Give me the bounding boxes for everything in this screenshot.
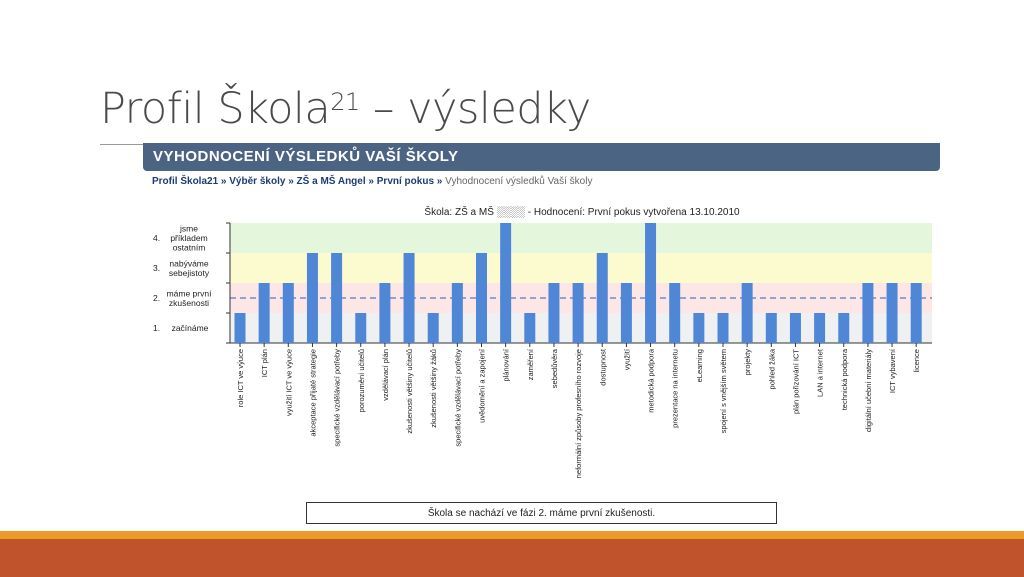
bar <box>886 283 898 343</box>
level-band-3 <box>230 253 932 283</box>
slide-title-rest: – výsledky <box>359 84 592 134</box>
breadcrumb-separator: » <box>285 176 297 187</box>
x-category-label: spojení s vnějším světem <box>719 349 728 433</box>
slide-title-main: Profil Škola <box>100 84 331 134</box>
bar <box>862 283 874 343</box>
x-category-label: pohled žáka <box>767 348 776 389</box>
bar <box>789 313 801 343</box>
bar <box>451 283 463 343</box>
title-rule <box>100 144 147 145</box>
phase-summary-box: Škola se nachází ve fázi 2. máme první z… <box>306 502 777 524</box>
bar <box>258 283 270 343</box>
evaluation-header-banner: VYHODNOCENÍ VÝSLEDKŮ VAŠÍ ŠKOLY <box>143 143 940 171</box>
x-category-label: sebedůvěra <box>550 348 559 388</box>
bar <box>620 283 632 343</box>
bar <box>331 253 343 343</box>
bar <box>645 223 657 343</box>
x-category-label: projekty <box>743 349 752 376</box>
bar <box>596 253 608 343</box>
y-level-label: začínáme <box>172 323 209 333</box>
bar <box>669 283 681 343</box>
chart-title: Škola: ZŠ a MŠ ░░░░ - Hodnocení: První p… <box>424 205 740 218</box>
breadcrumb-link[interactable]: ZŠ a MŠ Angel <box>296 176 366 187</box>
x-category-label: LAN a internet <box>816 348 825 397</box>
bar <box>282 283 294 343</box>
bar <box>741 283 753 343</box>
x-category-label: ICT plán <box>260 349 269 377</box>
bar <box>693 313 705 343</box>
x-category-label: zkušenosti většiny učitelů <box>405 349 414 434</box>
bar <box>306 253 318 343</box>
bar <box>572 283 584 343</box>
slide-title-superscript: 21 <box>330 88 360 116</box>
y-level-number: 4. <box>153 233 160 243</box>
bar <box>355 313 367 343</box>
breadcrumb-separator: » <box>218 176 230 187</box>
bar <box>548 283 560 343</box>
x-category-label: vzdělávací plán <box>381 349 390 401</box>
bar <box>379 283 391 343</box>
x-category-label: zkušenosti většiny žáků <box>429 349 438 428</box>
y-level-number: 3. <box>153 263 160 273</box>
x-category-label: neformální způsoby profesního rozvoje <box>574 349 583 478</box>
bar <box>427 313 439 343</box>
level-band-4 <box>230 223 932 253</box>
x-category-label: specifické vzdělávací potřeby <box>333 349 342 447</box>
x-category-label: zaměření <box>526 348 535 380</box>
bar <box>234 313 246 343</box>
bar <box>717 313 729 343</box>
y-level-label: jsme příkladem ostatním <box>170 224 207 253</box>
x-category-label: plánování <box>502 348 511 381</box>
x-category-label: uvědomění a zapojení <box>478 348 487 423</box>
bar <box>524 313 536 343</box>
x-category-label: metodická podpora <box>647 348 656 413</box>
x-category-label: technická podpora <box>840 348 849 410</box>
slide-title: Profil Škola21 – výsledky <box>100 84 591 134</box>
bar <box>765 313 777 343</box>
footer-band <box>0 539 1024 577</box>
y-level-label: nabýváme sebejistoty <box>169 258 210 278</box>
breadcrumb-link[interactable]: Profil Škola21 <box>152 176 219 187</box>
bar <box>910 283 922 343</box>
breadcrumb: Profil Škola21 » Výběr školy » ZŠ a MŠ A… <box>152 176 592 187</box>
x-category-label: role ICT ve výuce <box>236 349 245 407</box>
x-category-label: specifické vzdělávací potřeby <box>453 349 462 447</box>
breadcrumb-separator: » <box>434 176 446 187</box>
bar <box>476 253 487 343</box>
x-category-label: akceptace přijaté strategie <box>308 349 317 437</box>
x-category-label: digitální učební materiály <box>864 349 873 432</box>
y-level-number: 2. <box>153 293 160 303</box>
y-level-label: máme první zkušenosti <box>167 288 213 308</box>
breadcrumb-separator: » <box>365 176 377 187</box>
bar <box>403 253 415 343</box>
bar <box>838 313 850 343</box>
x-category-label: porozumění učitelů <box>357 349 366 412</box>
x-category-label: dostupnost <box>598 348 607 386</box>
y-level-number: 1. <box>153 323 160 333</box>
x-category-label: využití <box>622 348 631 370</box>
x-category-label: využití ICT ve výuce <box>284 349 293 416</box>
breadcrumb-current: Vyhodnocení výsledků Vaší školy <box>445 176 593 187</box>
x-category-label: prezentace na internetu <box>671 349 680 428</box>
x-category-label: ICT vybavení <box>888 348 897 393</box>
breadcrumb-link[interactable]: První pokus <box>376 176 435 187</box>
footer-accent-stripe <box>0 531 1024 539</box>
x-category-label: plán pořizování ICT <box>791 349 800 414</box>
bar <box>500 223 512 343</box>
breadcrumb-link[interactable]: Výběr školy <box>229 176 286 187</box>
x-category-label: licence <box>912 349 921 372</box>
bar <box>814 313 826 343</box>
x-category-label: eLearning <box>695 349 704 382</box>
